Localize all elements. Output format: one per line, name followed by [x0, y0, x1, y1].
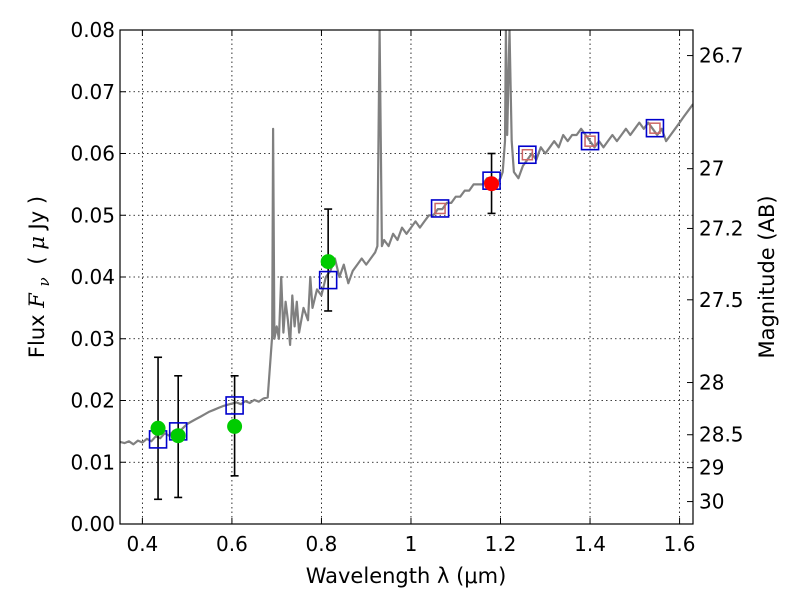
model-band-flux-marker: [518, 145, 537, 165]
y-axis-label: Flux F ν ( μ Jy ): [25, 196, 54, 358]
y-tick-label: 0.05: [70, 203, 115, 227]
y-tick-label: 0.07: [70, 80, 115, 104]
observed-flux-point: [170, 428, 186, 444]
model-band-flux-marker: [430, 199, 450, 218]
model-fit-overlay-marker: [434, 202, 446, 215]
x-axis-label: Wavelength λ (μm): [306, 564, 507, 588]
y-axis-left: 0.00 0.01 0.02 0.03 0.04 0.05 0.06 0.07 0.08: [70, 18, 126, 536]
y2-tick-label: 28.5: [699, 423, 744, 447]
y-axis-label-mu: μ: [25, 236, 49, 250]
y-tick-label: 0.04: [70, 265, 115, 289]
x-tick-label: 1.6: [664, 532, 696, 556]
y-tick-label: 0.06: [70, 142, 115, 166]
model-band-flux-marker: [645, 118, 665, 138]
y2-tick-label: 28: [699, 371, 724, 395]
y-axis-label-unit-open: (: [25, 250, 49, 265]
y2-tick-label: 27.5: [699, 288, 744, 312]
observed-flux-point-highlight: [484, 176, 500, 192]
model-band-flux-marker: [580, 131, 600, 151]
y-axis-label-symbol: F: [25, 292, 49, 309]
y2-tick-label: 27.2: [699, 216, 744, 240]
y-tick-label: 0.08: [70, 18, 115, 42]
observed-flux-point: [227, 418, 243, 434]
y-axis-label-text: Flux: [25, 308, 49, 358]
observed-flux-point: [320, 254, 336, 270]
model-fit-overlay-marker: [521, 148, 534, 161]
model-fit-overlay-marker: [649, 122, 661, 134]
y2-tick-label: 27: [699, 157, 724, 181]
x-tick-label: 0.8: [306, 532, 338, 556]
model-band-flux-marker: [318, 270, 338, 290]
x-tick-label: 1.4: [574, 532, 606, 556]
x-axis: 0.4 0.6 0.8 1 1.2 1.4 1.6: [126, 30, 695, 556]
y-axis-label-subscript: ν: [35, 277, 53, 286]
y-tick-label: 0.03: [70, 327, 115, 351]
y-tick-label: 0.00: [70, 512, 115, 536]
y2-tick-label: 30: [699, 490, 724, 514]
y-tick-label: 0.02: [70, 389, 115, 413]
y-axis-right-magnitude: 26.7 27 27.2 27.5 28 28.5 29 30: [687, 44, 744, 514]
x-tick-label: 1: [405, 532, 418, 556]
x-tick-label: 0.4: [126, 532, 158, 556]
model-fit-overlay-marker: [584, 135, 596, 147]
y-axis-label-unit-close: Jy ): [25, 196, 49, 232]
x-tick-label: 1.2: [485, 532, 517, 556]
model-band-flux-marker: [225, 396, 244, 415]
x-tick-label: 0.6: [216, 532, 248, 556]
observed-flux-point: [150, 420, 166, 436]
y2-tick-label: 29: [699, 456, 724, 480]
y2-axis-label: Magnitude (AB): [755, 195, 779, 358]
y2-tick-label: 26.7: [699, 44, 744, 68]
marker-layer: [148, 118, 665, 501]
y-tick-label: 0.01: [70, 450, 115, 474]
